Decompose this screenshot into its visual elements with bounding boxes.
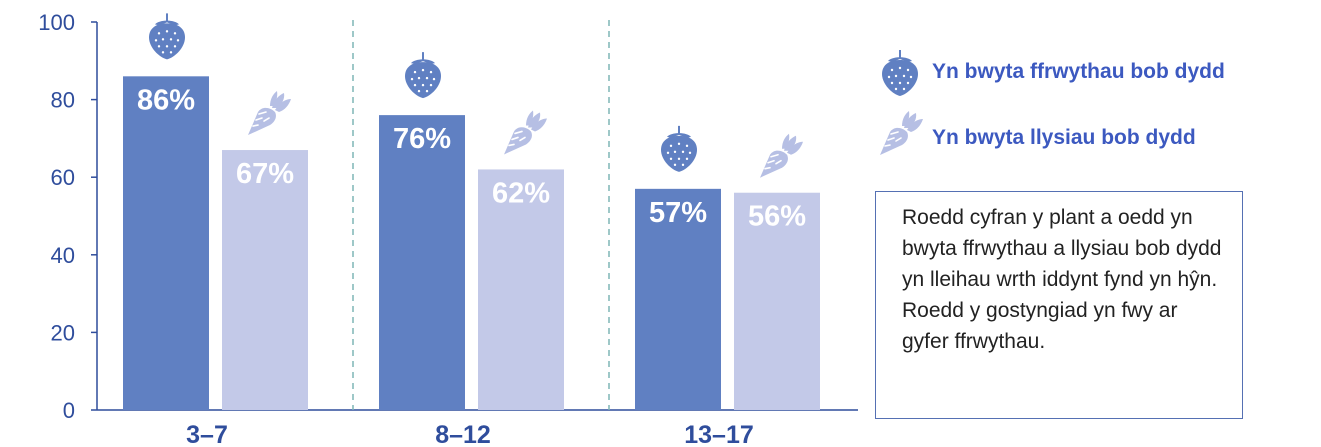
carrot-icon <box>247 90 292 136</box>
bar-fruit <box>379 115 465 411</box>
summary-note: Roedd cyfran y plant a oedd yn bwyta ffr… <box>875 191 1243 419</box>
data-label: 67% <box>236 158 294 190</box>
carrot-icon <box>876 108 926 158</box>
data-label: 56% <box>748 201 806 233</box>
y-tick-label: 20 <box>51 320 75 345</box>
legend-label-fruit: Yn bwyta ffrwythau bob dydd <box>932 60 1225 83</box>
data-label: 62% <box>492 177 550 209</box>
bar-vegetables <box>222 150 308 411</box>
bar-vegetables <box>478 169 564 410</box>
data-label: 57% <box>649 197 707 229</box>
carrot-icon <box>503 109 548 156</box>
bar-fruit <box>635 188 721 410</box>
strawberry-icon <box>405 52 441 99</box>
strawberry-icon <box>880 48 920 98</box>
bar-chart: 0 20 40 60 80 100 3–7 86% 67% 8–12 76% 62% 13–17 57%… <box>38 10 858 447</box>
y-tick-label: 60 <box>51 165 75 190</box>
y-tick-label: 40 <box>51 243 75 268</box>
strawberry-icon <box>149 13 185 60</box>
x-category-label: 13–17 <box>684 421 754 447</box>
x-category-label: 3–7 <box>186 421 228 447</box>
bar-fruit <box>123 76 209 410</box>
y-tick-label: 80 <box>51 88 75 113</box>
y-tick-label: 0 <box>63 398 75 423</box>
bar-vegetables <box>734 192 820 410</box>
carrot-icon <box>759 132 804 179</box>
data-label: 86% <box>137 84 195 116</box>
y-tick-label: 100 <box>38 10 75 35</box>
legend-label-vegetables: Yn bwyta llysiau bob dydd <box>932 126 1196 149</box>
data-label: 76% <box>393 123 451 155</box>
x-category-label: 8–12 <box>435 421 491 447</box>
strawberry-icon <box>661 125 697 172</box>
